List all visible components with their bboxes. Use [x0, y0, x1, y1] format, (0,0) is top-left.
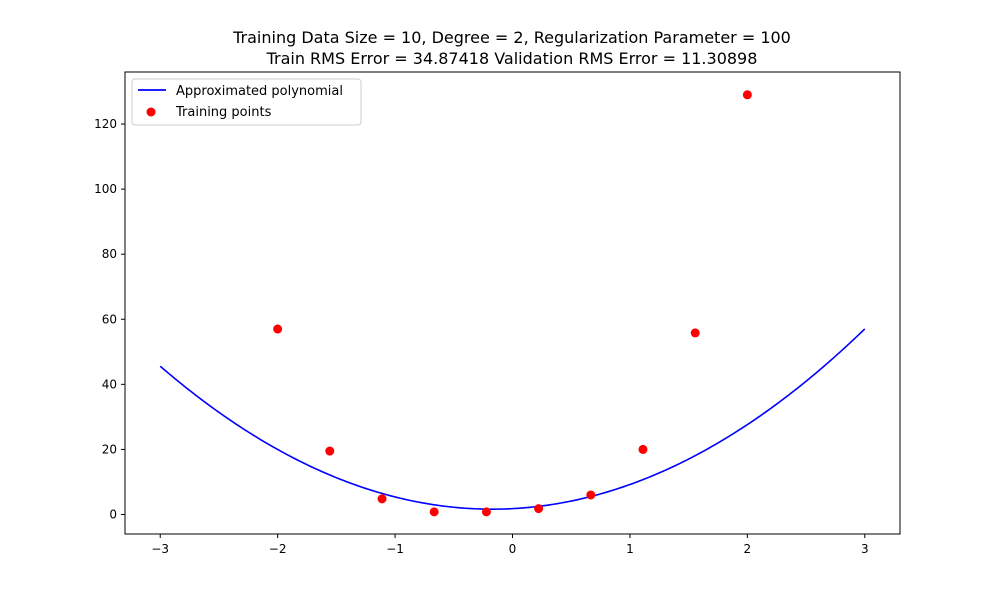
chart-title: Training Data Size = 10, Degree = 2, Reg… [232, 28, 791, 47]
legend-dot-swatch [146, 107, 156, 117]
y-tick-label: 80 [102, 247, 117, 261]
training-point [742, 90, 752, 100]
training-point [377, 494, 387, 504]
axes: −3 −2 −1 0 1 2 3 0 20 40 60 80 100 120 [94, 71, 901, 556]
y-tick-label: 40 [102, 377, 117, 391]
legend: Approximated polynomial Training points [131, 78, 362, 126]
training-point [534, 504, 544, 514]
training-point [690, 328, 700, 338]
y-tick-label: 0 [109, 507, 117, 521]
x-tick-label: −2 [269, 542, 287, 556]
training-point [273, 324, 283, 334]
training-point [325, 446, 335, 456]
y-tick-label: 60 [102, 312, 117, 326]
chart-subtitle: Train RMS Error = 34.87418 Validation RM… [266, 49, 758, 68]
y-tick-label: 120 [94, 117, 117, 131]
legend-label-polynomial: Approximated polynomial [176, 84, 343, 99]
legend-label-training-points: Training points [175, 105, 272, 120]
y-tick-label: 100 [94, 182, 117, 196]
x-tick-label: 0 [509, 542, 517, 556]
plot-area [159, 90, 866, 517]
x-tick-label: 2 [744, 542, 752, 556]
x-tick-label: −1 [386, 542, 404, 556]
x-tick-label: −3 [151, 542, 169, 556]
y-tick-label: 20 [102, 442, 117, 456]
x-tick-label: 3 [861, 542, 869, 556]
training-point [429, 507, 439, 517]
x-tick-label: 1 [626, 542, 634, 556]
polynomial-curve [159, 328, 866, 510]
training-point [638, 444, 648, 454]
training-point [481, 507, 491, 517]
training-point [586, 490, 596, 500]
legend-frame [131, 78, 362, 126]
